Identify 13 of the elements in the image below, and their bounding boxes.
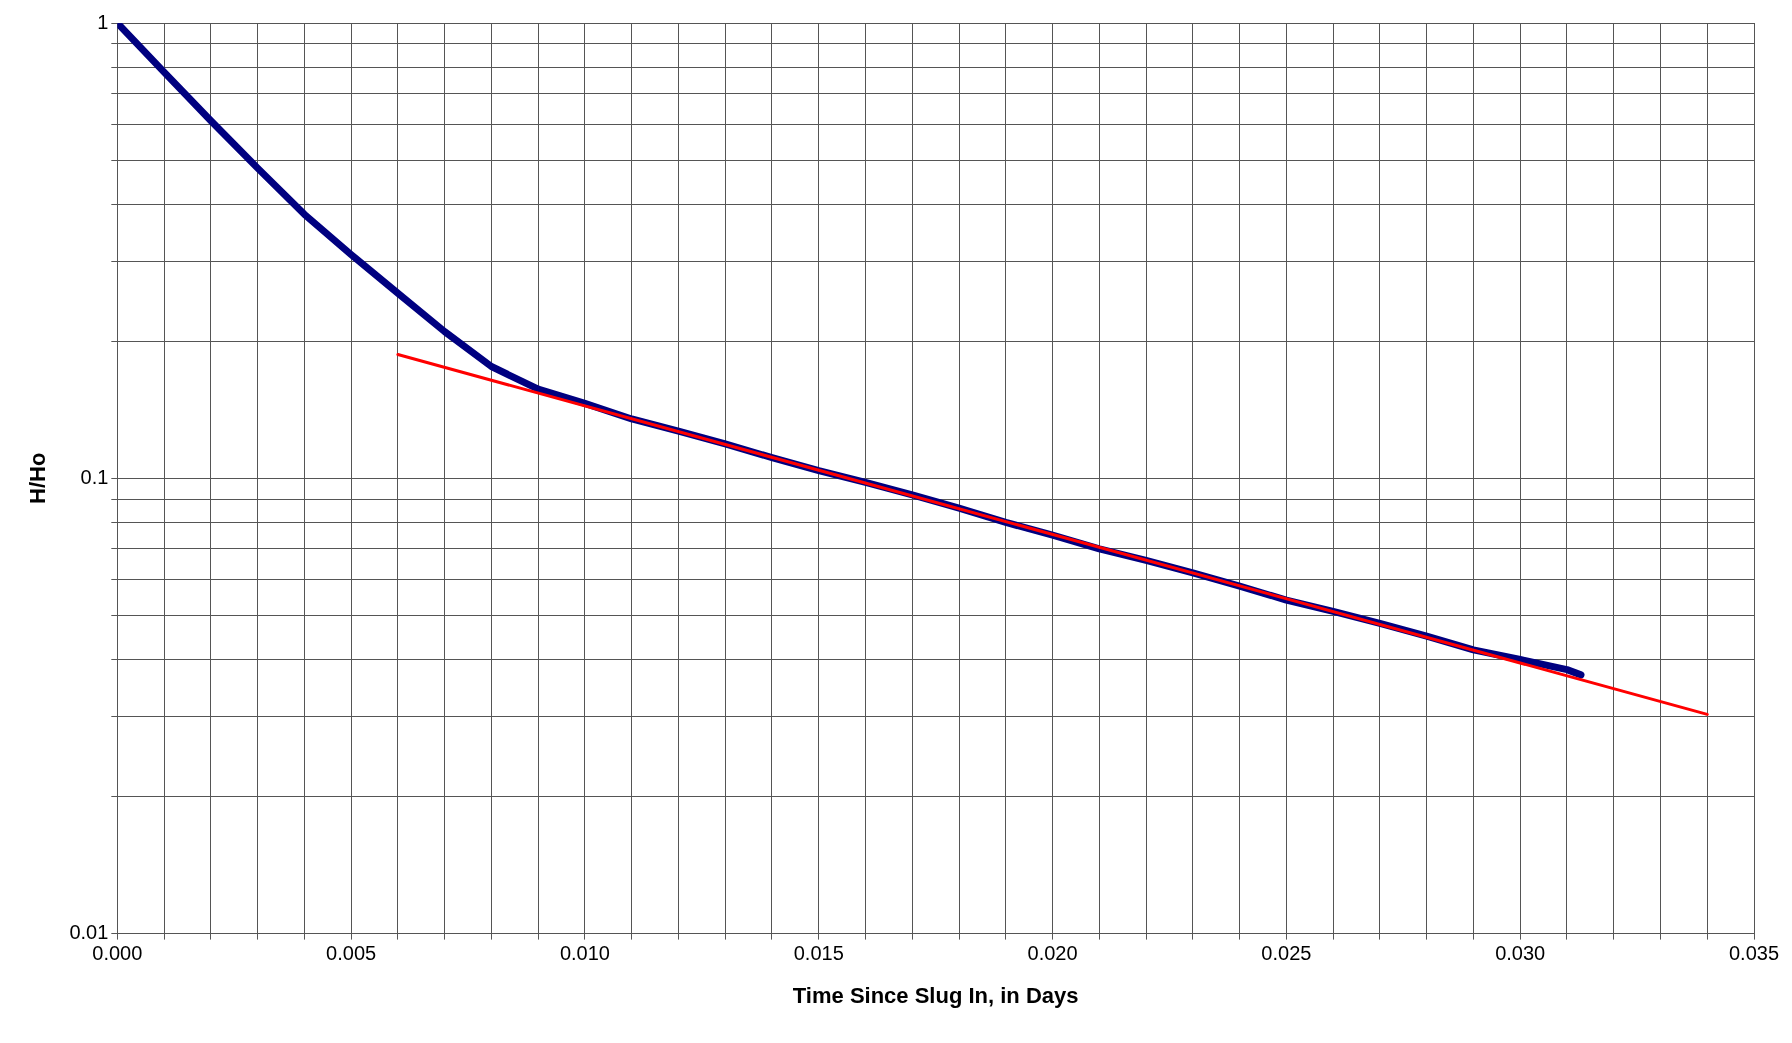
- x-tick-label: 0.010: [559, 942, 610, 965]
- x-tick-label: 0.000: [92, 942, 143, 965]
- y-tick-label: 0.1: [80, 465, 109, 488]
- x-tick-label: 0.025: [1261, 942, 1312, 965]
- x-tick-label: 0.035: [1728, 942, 1780, 965]
- x-tick-label: 0.005: [326, 942, 377, 965]
- y-tick-label: 1: [97, 10, 109, 33]
- y-axis-title: H/Ho: [25, 452, 51, 504]
- y-tick-label: 0.01: [69, 921, 109, 944]
- x-tick-label: 0.015: [793, 942, 844, 965]
- x-tick-label: 0.030: [1495, 942, 1546, 965]
- x-axis-title: Time Since Slug In, in Days: [792, 982, 1079, 1008]
- x-tick-label: 0.020: [1027, 942, 1078, 965]
